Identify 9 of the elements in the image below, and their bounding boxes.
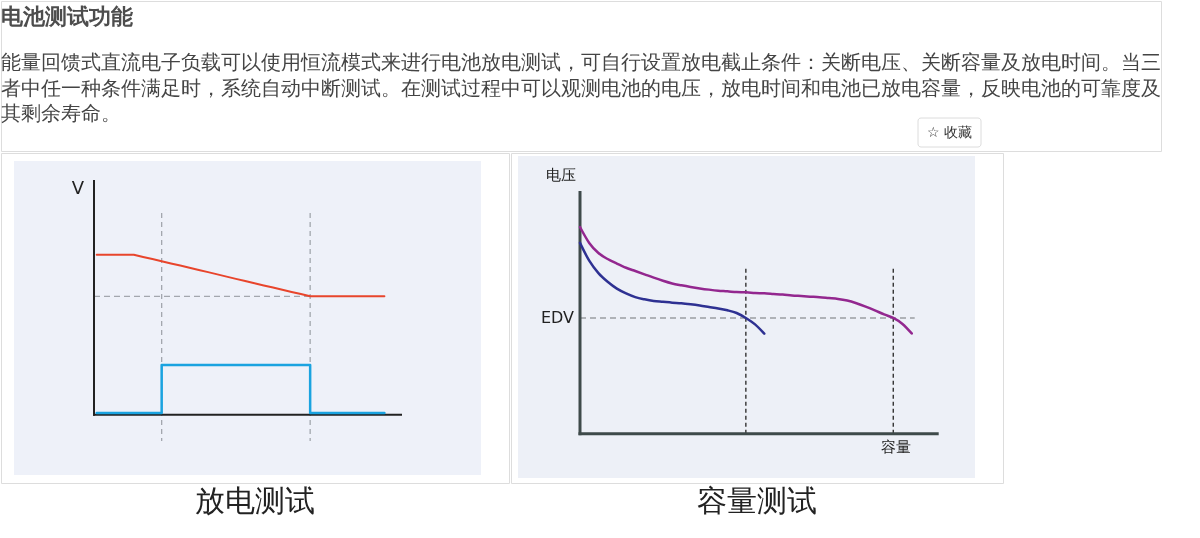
y-axis-title: 电压: [546, 166, 576, 184]
text: 放电测试: [195, 483, 315, 518]
ref-line-label: EDV: [540, 307, 575, 327]
x-axis-title: 容量: [881, 438, 911, 456]
text: 电池测试功能: [1, 4, 133, 29]
y-axis-title: V: [71, 177, 85, 198]
text: 容量测试: [697, 483, 817, 518]
text: ☆ 收藏: [926, 123, 973, 140]
text: 能量回馈式直流电子负载可以使用恒流模式来进行电池放电测试，可自行设置放电截止条件：关断电压、关断容量及放电时间。当三者中任一种条件满足时，系统自动中断测试。在测试过程中可以观测电池的电压，放电时间和电池已放电容量，反映电池的可靠度及其剩余寿命。: [1, 51, 1161, 125]
